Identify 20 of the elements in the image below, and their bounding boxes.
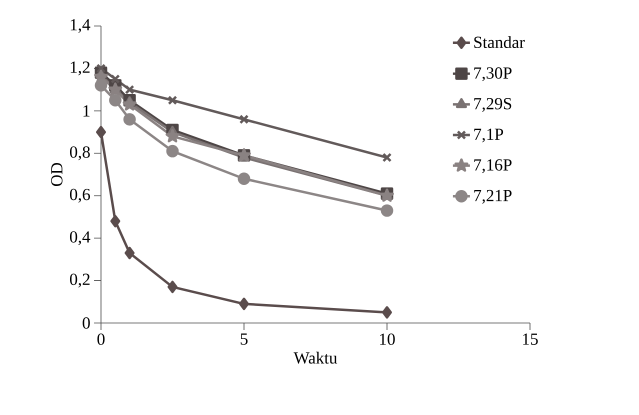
y-axis-title: OD <box>51 162 62 186</box>
x-tick-label: 15 <box>523 333 538 345</box>
y-tick-label: 1,2 <box>70 62 90 76</box>
y-tick-label: 0,4 <box>70 231 90 246</box>
y-tick-label: 0 <box>82 317 90 329</box>
y-tick-label: 0,6 <box>70 188 90 203</box>
legend-label: Standar <box>474 36 525 48</box>
x-tick-label: 10 <box>380 333 395 345</box>
x-tick-label: 0 <box>97 333 105 345</box>
y-tick-label: 1,4 <box>70 19 90 33</box>
y-tick-label: 0,8 <box>70 146 90 160</box>
y-tick-label: 1 <box>84 105 90 116</box>
x-tick-label: 5 <box>240 333 248 345</box>
x-axis-title: Waktu <box>294 352 338 364</box>
legend-label: 7,16P <box>474 159 512 174</box>
legend-label: 7,29S <box>474 98 512 112</box>
legend-label: 7,1P <box>474 128 504 142</box>
y-tick-label: 0,2 <box>70 274 90 288</box>
legend-label: 7,21P <box>474 190 512 204</box>
legend-label: 7,30P <box>474 67 512 82</box>
